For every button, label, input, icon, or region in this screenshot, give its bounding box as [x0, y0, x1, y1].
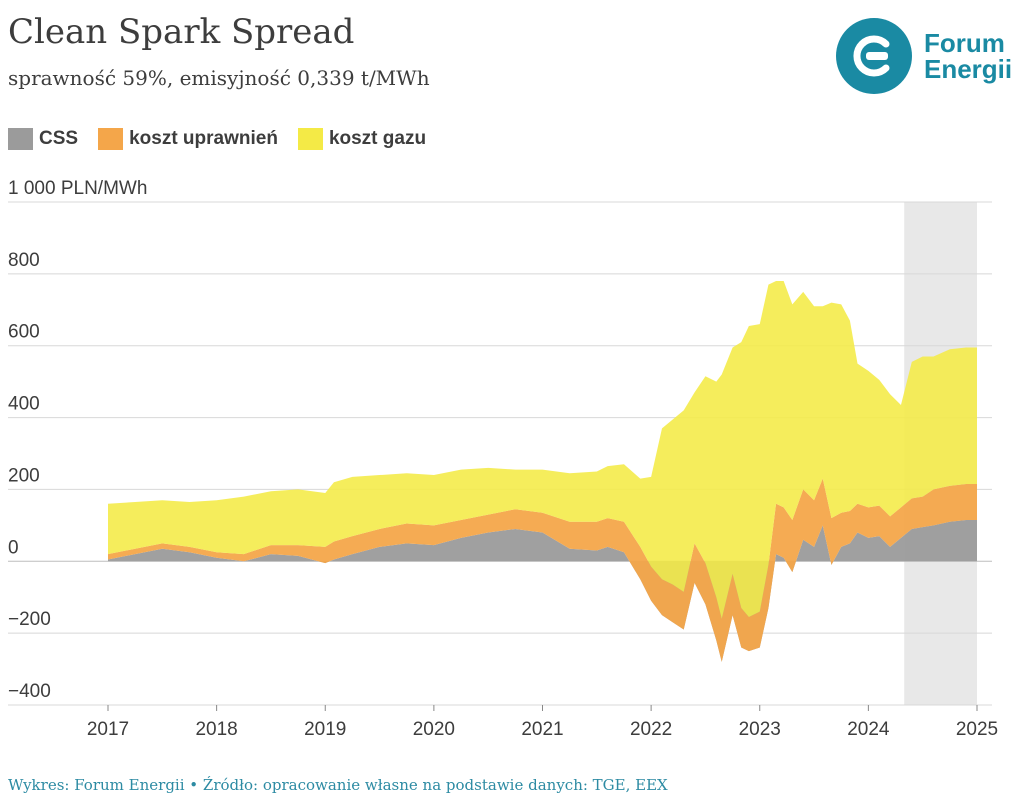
legend-label-css: CSS: [39, 128, 79, 149]
area-series-koszt-gazu: [108, 281, 977, 619]
legend-item-css: CSS: [8, 128, 78, 150]
x-tick-label: 2022: [630, 719, 672, 740]
y-axis-unit-label: 1 000 PLN/MWh: [8, 178, 147, 199]
area-series-koszt-uprawnien: [108, 478, 977, 662]
legend-item-koszt-gazu: koszt gazu: [297, 128, 427, 150]
legend-swatch-css: [8, 128, 33, 150]
forum-energii-logo-icon: [836, 18, 912, 94]
x-tick-label: 2017: [87, 719, 129, 740]
x-tick-label: 2019: [304, 719, 346, 740]
logo-text-line1: Forum: [924, 28, 1005, 58]
y-tick-label: −200: [8, 609, 51, 630]
chart-footer-source: Wykres: Forum Energii • Źródło: opracowa…: [8, 776, 668, 794]
chart-title: Clean Spark Spread: [8, 12, 355, 52]
x-tick-label: 2020: [413, 719, 455, 740]
legend-swatch-koszt-gazu: [297, 128, 323, 150]
y-tick-label: −400: [8, 681, 51, 702]
x-tick-label: 2021: [521, 719, 563, 740]
legend-swatch-koszt-uprawnien: [98, 128, 124, 150]
x-tick-label: 2018: [195, 719, 237, 740]
y-tick-label: 0: [8, 537, 19, 558]
y-tick-label: 200: [8, 465, 40, 486]
x-tick-label: 2025: [956, 719, 998, 740]
chart-subtitle: sprawność 59%, emisyjność 0,339 t/MWh: [8, 66, 430, 90]
x-tick-label: 2023: [739, 719, 781, 740]
legend-label-koszt-gazu: koszt gazu: [328, 128, 427, 149]
legend-label-koszt-uprawnien: koszt uprawnień: [129, 128, 278, 149]
y-tick-label: 600: [8, 322, 40, 343]
y-tick-label: 400: [8, 394, 40, 415]
x-tick-label: 2024: [847, 719, 890, 740]
chart-legend: CSS koszt uprawnień koszt gazu: [8, 128, 446, 150]
forum-energii-logo: Forum Energii: [836, 18, 1012, 94]
logo-text-line2: Energii: [924, 54, 1013, 84]
y-tick-label: 800: [8, 250, 40, 271]
legend-item-koszt-uprawnien: koszt uprawnień: [98, 128, 278, 150]
